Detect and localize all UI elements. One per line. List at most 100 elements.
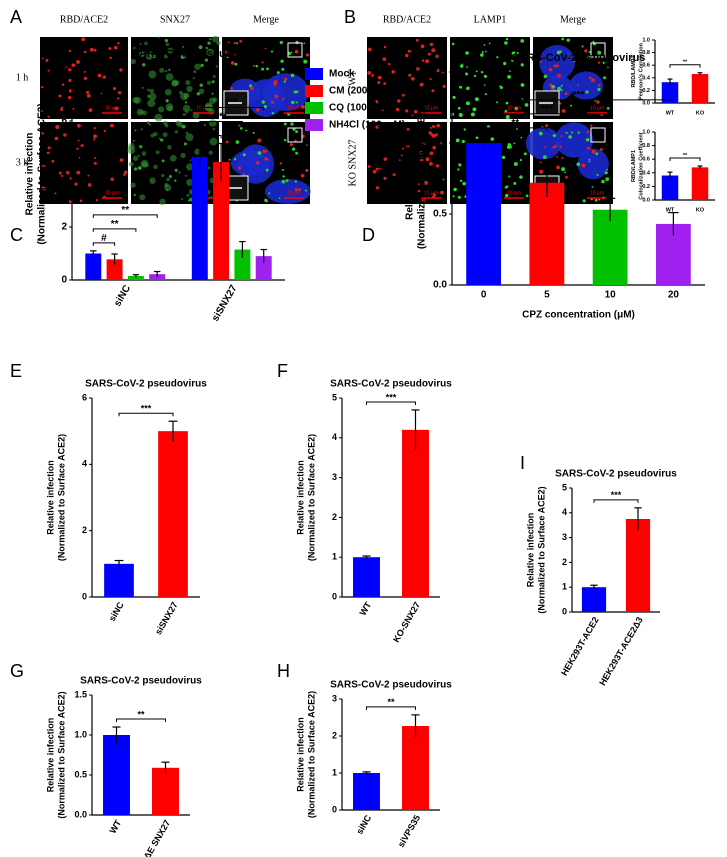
puncta [264,198,268,202]
texture [158,106,165,113]
significance-label: *** [611,490,622,500]
puncta [586,146,590,150]
puncta [425,59,430,64]
puncta [367,165,371,168]
puncta [407,49,411,53]
puncta [76,60,80,64]
puncta [282,175,285,178]
puncta [237,166,242,170]
y-tick-label: 0 [562,606,567,616]
y-axis-label: (Normalized to Surface ACE2) [37,103,48,244]
texture [132,155,139,162]
bar [234,249,251,280]
significance-bracket [92,228,137,232]
puncta [507,74,511,79]
scale-bar-label: 10 μm [507,190,521,196]
puncta [117,97,120,100]
bar [691,167,709,200]
puncta [556,64,559,68]
puncta [239,39,243,43]
significance-label: ** [121,205,129,216]
puncta [442,178,445,181]
puncta [76,147,79,150]
puncta [505,101,509,105]
texture [165,42,170,47]
puncta [553,64,557,68]
texture [157,36,160,39]
puncta [560,84,563,87]
significance-label: ** [683,60,688,66]
puncta [496,101,499,104]
puncta [516,51,519,55]
puncta [483,74,488,78]
puncta [263,105,267,109]
puncta [597,50,602,55]
puncta [420,44,425,49]
puncta [305,168,309,173]
puncta [165,99,169,103]
y-tick-label: 0.4 [642,75,651,81]
puncta [375,186,379,190]
texture [171,80,178,87]
puncta [501,155,506,159]
texture [149,93,157,101]
puncta [504,109,508,113]
x-tick-label: 20 [668,290,680,301]
texture [140,128,143,131]
puncta [429,151,434,156]
significance-bracket [92,214,158,218]
bar [661,82,679,103]
puncta [460,64,464,68]
texture [146,94,151,99]
puncta [68,78,72,83]
puncta [431,133,436,138]
puncta [588,147,591,150]
puncta [256,108,260,112]
significance-label: *** [226,98,238,109]
puncta [295,101,298,104]
texture [165,73,174,81]
puncta [228,158,231,161]
texture [164,88,172,96]
puncta [372,169,377,174]
puncta [200,63,204,67]
puncta [295,151,299,155]
puncta [274,94,279,99]
puncta [289,143,293,147]
puncta [270,50,274,53]
puncta [93,138,96,141]
texture [186,163,194,171]
puncta [402,93,405,97]
puncta [431,48,436,53]
puncta [436,124,440,128]
puncta [117,91,122,95]
bar [353,773,380,810]
puncta [585,138,590,142]
puncta [230,87,233,90]
significance-bracket [116,718,166,722]
puncta [74,182,78,186]
x-tick-label: KO [696,207,705,213]
zoom-box [590,127,606,143]
puncta [596,173,599,177]
puncta [556,165,560,170]
puncta [160,138,164,142]
puncta [465,51,469,55]
y-tick-label: 0 [332,804,337,814]
puncta [383,176,387,180]
puncta [249,84,253,88]
puncta [480,53,484,57]
puncta [119,68,123,72]
puncta [174,179,177,182]
puncta [86,94,91,98]
puncta [406,127,410,131]
panel-label: G [10,661,24,681]
puncta [606,66,609,69]
significance-bracket [199,121,243,125]
puncta [184,101,187,104]
puncta [586,130,589,134]
panel-label: F [277,361,288,381]
puncta [281,98,285,101]
puncta [87,174,90,177]
puncta [484,93,487,96]
